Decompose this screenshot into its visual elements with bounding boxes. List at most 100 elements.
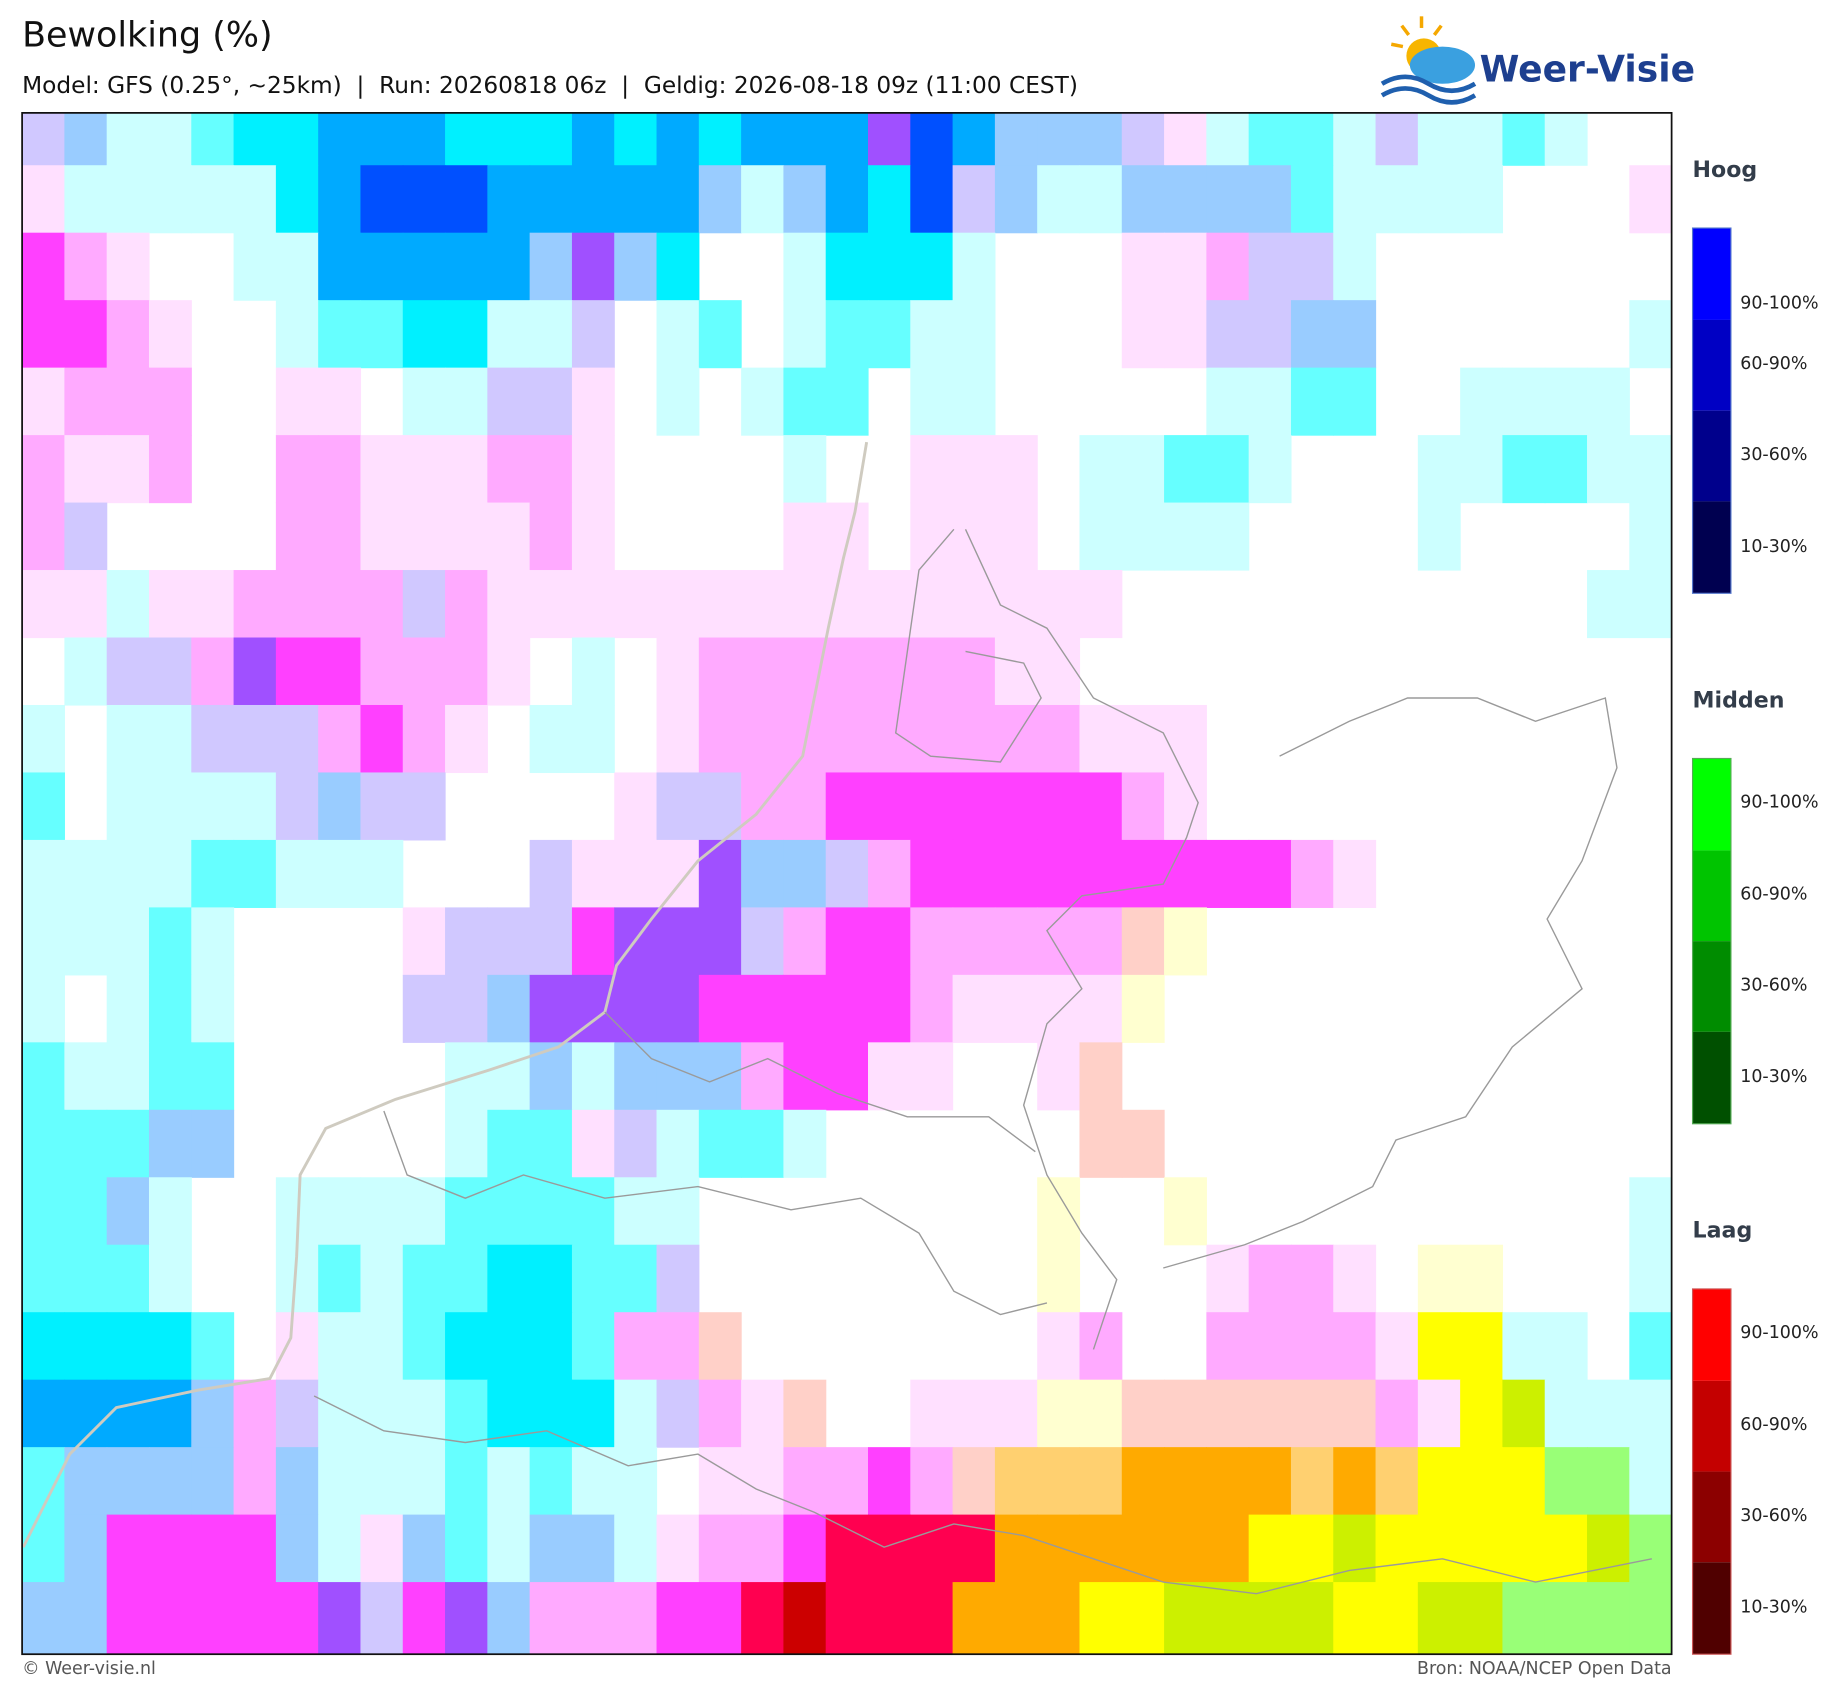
cloud-cell [191,839,235,908]
cloud-cell [783,839,827,908]
cloud-cell [1164,772,1207,841]
cloud-cell [233,1379,277,1448]
cloud-cell [868,637,911,706]
cloud-cell [1290,1312,1334,1381]
cloud-cell [529,907,573,976]
cloud-cell [656,112,700,166]
cloud-cell [22,165,65,234]
cloud-cell [22,1514,65,1583]
cloud-cell [275,502,319,571]
cloud-cell [1629,1582,1673,1655]
cloud-cell [571,112,615,166]
cloud-cell [571,704,615,774]
cloud-cell [1333,112,1377,166]
cloud-cell [22,502,65,571]
cloud-cell [402,112,446,166]
cloud-cell [1290,112,1334,166]
cloud-cell [698,570,742,639]
cloud-cell [825,112,869,166]
cloud-cell [1417,435,1461,504]
cloud-cell [487,1244,531,1313]
cloud-cell [994,839,1038,908]
cloud-cell [1037,1177,1081,1246]
cloud-cell [233,704,277,774]
cloud-cell [148,1447,192,1516]
cloud-cell [22,367,65,436]
cloud-cell [487,1582,531,1655]
cloud-cell [1164,907,1207,976]
cloud-cell [148,907,192,976]
cloud-cell [148,570,192,639]
cloud-cell [1544,1312,1588,1381]
cloud-cell [868,112,911,166]
cloud-cell [571,232,615,301]
cloud-cell [445,300,488,369]
logo: Weer-Visie [1380,16,1695,105]
cloud-cell [22,570,65,639]
cloud-cell [1037,974,1081,1043]
cloud-cell [1079,1379,1123,1448]
cloud-cell [994,1582,1038,1655]
cloud-cell [1248,367,1292,436]
cloud-cell [910,112,954,166]
cloud-cell [994,1447,1038,1516]
cloud-cell [741,112,784,166]
cloud-cell [1121,974,1165,1043]
cloud-cell [529,112,573,166]
cloud-cell [360,637,404,706]
cloud-cell [1121,165,1165,234]
cloud-cell [614,232,658,301]
cloud-cell [571,1109,615,1178]
cloud-cell [1121,1109,1165,1178]
cloud-cell [656,772,700,841]
cloud-cell [1544,1447,1588,1516]
cloud-cell [994,570,1038,639]
legend-middle: Midden 90-100% 60-90% 30-60% 10-30% [1691,687,1819,1125]
cloud-cell [614,1109,658,1178]
cloud-cell [656,1312,700,1381]
cloud-cell [191,1582,235,1655]
cloud-cell [191,112,235,166]
cloud-cell [360,1177,404,1246]
cloud-cell [910,1447,954,1516]
cloud-cell [64,1582,108,1655]
legend-label: 30-60% [1740,445,1807,465]
cloud-cell [868,1514,911,1583]
cloud-cell [402,435,446,504]
cloud-cell [783,1042,827,1111]
cloud-cell [1417,1244,1461,1313]
cloud-cell [106,435,150,504]
cloud-cell [529,704,573,774]
cloud-cell [1079,1312,1123,1381]
cloud-cell [529,974,573,1043]
coastline [21,441,869,1548]
legend-label: 10-30% [1740,537,1807,557]
cloud-cell [952,974,996,1043]
cloud-cell [1544,1514,1588,1583]
cloud-cell [445,637,488,706]
cloud-cell [445,435,488,504]
cloud-cell [360,704,404,774]
cloud-cell [1079,1582,1123,1655]
cloud-cell [825,502,869,571]
cloud-cell [614,112,658,166]
cloud-cell [783,1379,827,1448]
legend-title: Midden [1693,687,1785,713]
cloud-cell [994,637,1038,706]
cloud-cell [1502,435,1546,504]
cloud-cell [614,1042,658,1111]
cloud-cell [1164,839,1207,908]
cloud-cell [106,570,150,639]
cloud-cell [1037,1312,1081,1381]
cloud-cell [1121,112,1165,166]
cloud-cell [148,112,192,166]
cloud-cell [614,974,658,1043]
cloud-cell [445,1582,488,1655]
cloud-cell [783,772,827,841]
cloud-cell [1290,367,1334,436]
cloud-cell [571,1582,615,1655]
cloud-cell [487,1379,531,1448]
legend-frame [1691,757,1732,1125]
cloud-cell [402,502,446,571]
cloud-cell [275,637,319,706]
